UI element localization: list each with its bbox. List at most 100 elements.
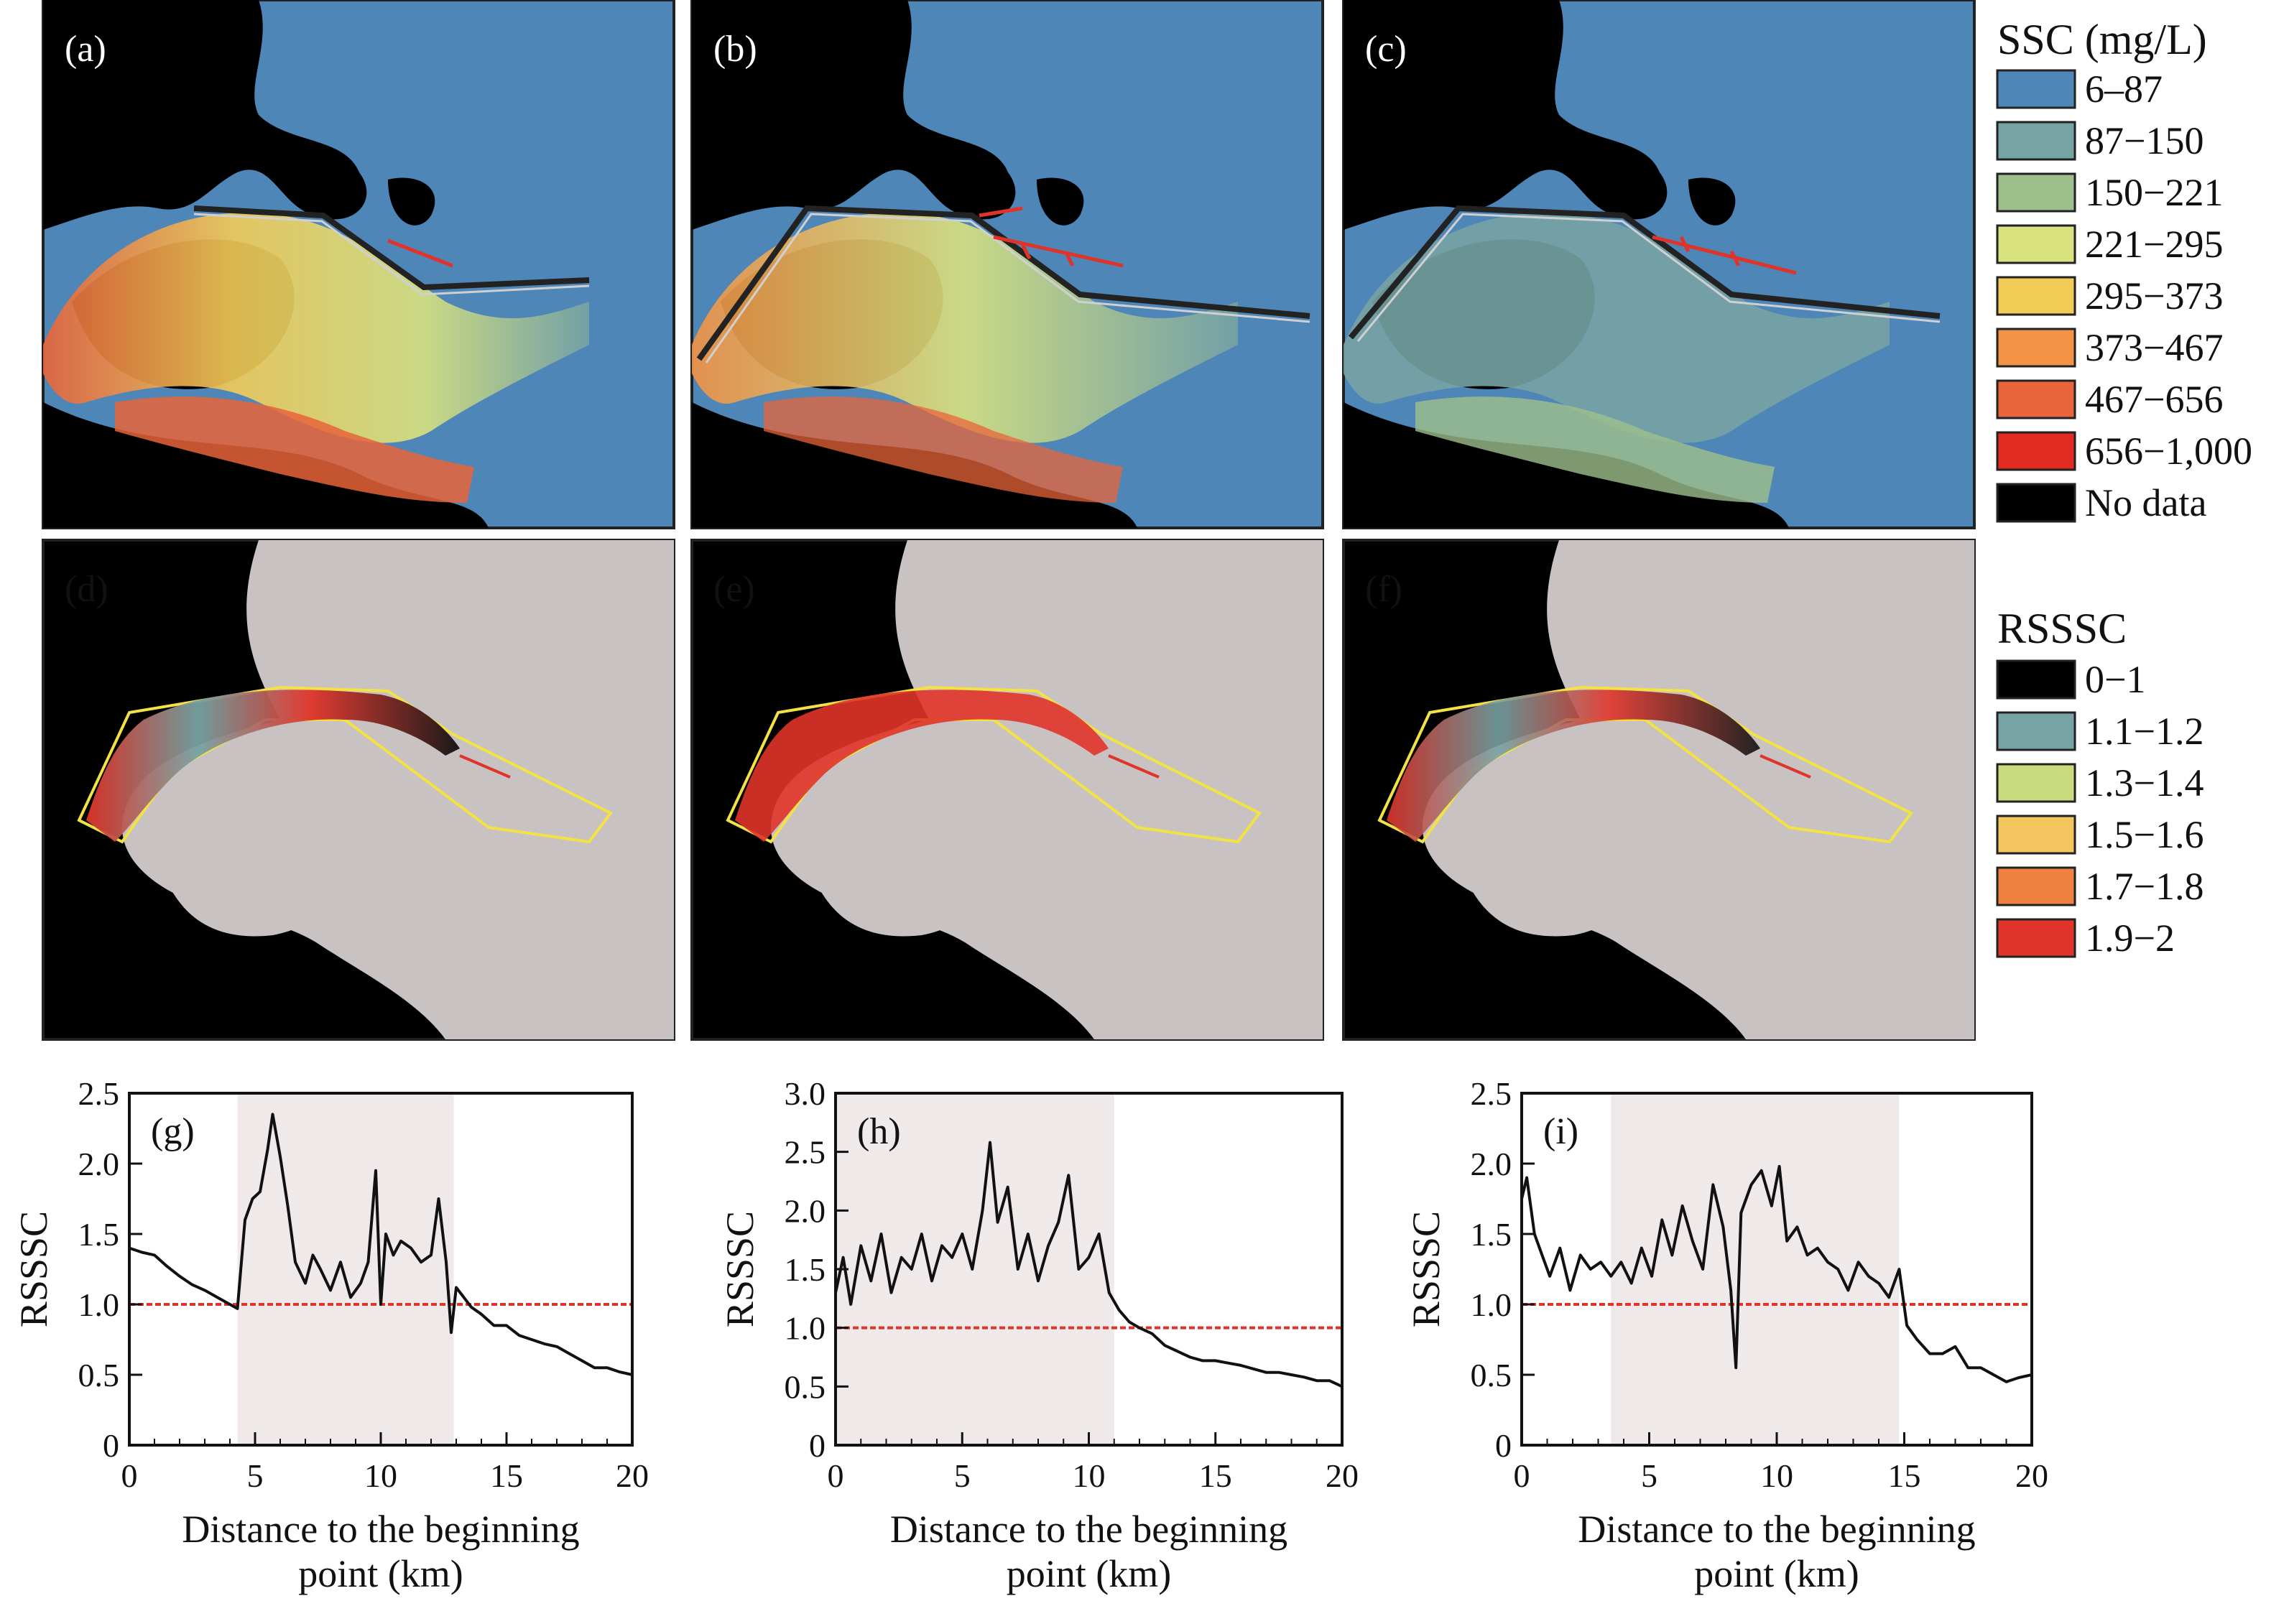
- y-tick-label: 0: [1495, 1427, 1512, 1464]
- y-tick-label: 0: [103, 1427, 119, 1464]
- gray-land-island: [151, 787, 359, 937]
- rsssc-legend-items: 0−1 1.1−1.2 1.3−1.4 1.5−1.6 1.7−1.8 1.9−2: [1996, 658, 2204, 960]
- map-panel-e: (e): [690, 539, 1324, 1041]
- chart-panel-label: (g): [151, 1111, 195, 1152]
- rsssc-band: [735, 690, 1109, 842]
- legend-swatch: [1996, 69, 2076, 109]
- y-axis-label: RSSSC: [12, 1211, 55, 1327]
- study-polygon: [1377, 685, 1914, 844]
- land-mass: [43, 0, 367, 230]
- x-tick-label: 15: [1199, 1457, 1232, 1494]
- x-axis-label: Distance to the beginning: [1578, 1508, 1975, 1551]
- land-islet: [388, 177, 435, 226]
- legend-swatch: [1996, 431, 2076, 471]
- series-line: [129, 1113, 633, 1376]
- jetty: [1108, 754, 1160, 779]
- x-axis-label: point (km): [1007, 1552, 1171, 1595]
- y-tick-label: 0.5: [78, 1357, 120, 1393]
- panel-label: (e): [713, 569, 755, 610]
- legend-swatch: [1996, 224, 2076, 264]
- legend-label: 467−656: [2085, 378, 2223, 421]
- legend-label: 1.9−2: [2085, 917, 2175, 960]
- legend-label: No data: [2085, 481, 2206, 524]
- y-tick-label: 2.5: [785, 1134, 826, 1171]
- y-tick-label: 2.5: [78, 1075, 120, 1112]
- legend-swatch: [1996, 711, 2076, 751]
- x-tick-label: 20: [616, 1457, 649, 1494]
- legend-label: 0−1: [2085, 658, 2145, 701]
- legend-label: 6–87: [2085, 68, 2163, 111]
- legend-swatch: [1996, 659, 2076, 700]
- turbid-channel: [43, 213, 589, 443]
- x-tick-label: 10: [1760, 1457, 1793, 1494]
- x-tick-label: 5: [954, 1457, 971, 1494]
- legend-swatch: [1996, 815, 2076, 855]
- navigation-channel: [193, 205, 590, 291]
- shaded-region: [836, 1093, 1114, 1445]
- jetty: [979, 206, 1124, 268]
- legend-label: 1.3−1.4: [2085, 761, 2204, 804]
- panel-label: (a): [65, 29, 106, 70]
- map-panel-c: (c): [1342, 0, 1976, 529]
- y-tick-label: 1.5: [1471, 1216, 1512, 1253]
- chart-i: 0 5 10 15 20 0 0.5 1.0 1.5 2.0 2.5 (i) RSSSC Distance…: [1405, 1075, 2048, 1595]
- legend-swatch: [1996, 328, 2076, 368]
- study-polygon: [77, 685, 614, 844]
- ssc-legend-items: 6–87 87−150 150−221 221−295 295−373 373−467 46…: [1996, 68, 2252, 524]
- x-tick-label: 0: [1514, 1457, 1530, 1494]
- x-tick-label: 0: [121, 1457, 138, 1494]
- x-axis-label: Distance to the beginning: [182, 1508, 579, 1551]
- legend-label: 295−373: [2085, 274, 2223, 317]
- chart-panel-label: (h): [857, 1111, 901, 1152]
- chart-panel-label: (i): [1543, 1111, 1578, 1152]
- legend-label: 87−150: [2085, 119, 2204, 162]
- y-tick-label: 2.0: [1471, 1146, 1512, 1182]
- legend-label: 1.5−1.6: [2085, 813, 2204, 856]
- x-tick-label: 20: [1326, 1457, 1359, 1494]
- rsssc-legend: RSSSC 0−1 1.1−1.2 1.3−1.4 1.5−1.6 1.7−1.8 1.9…: [1996, 605, 2204, 960]
- x-tick-label: 0: [828, 1457, 844, 1494]
- y-tick-label: 2.5: [1471, 1075, 1512, 1112]
- land-mass: [1344, 0, 1668, 230]
- turbid-channel: [692, 213, 1238, 443]
- rsssc-band: [86, 690, 460, 842]
- legend-swatch: [1996, 379, 2076, 419]
- y-axis-label: RSSSC: [1405, 1211, 1448, 1327]
- legend-swatch: [1996, 121, 2076, 161]
- navigation-channel: [696, 205, 1310, 361]
- land-mass: [692, 0, 1016, 230]
- y-tick-label: 2.0: [785, 1192, 826, 1229]
- legend-label: 373−467: [2085, 326, 2223, 369]
- legend-title: SSC (mg/L): [1997, 16, 2207, 63]
- shaded-region: [237, 1093, 454, 1445]
- series-line: [834, 1141, 1343, 1388]
- panel-label: (c): [1365, 29, 1407, 70]
- legend-swatch: [1996, 172, 2076, 213]
- legend-label: 221−295: [2085, 223, 2223, 266]
- x-axis-label: point (km): [1694, 1552, 1859, 1595]
- x-tick-label: 5: [247, 1457, 264, 1494]
- y-tick-label: 1.0: [1471, 1286, 1512, 1323]
- turbid-south: [1415, 396, 1775, 503]
- legend-label: 150−221: [2085, 171, 2223, 214]
- x-tick-label: 5: [1641, 1457, 1657, 1494]
- shaded-region: [1611, 1093, 1900, 1445]
- turbid-south: [115, 396, 474, 503]
- legend-swatch: [1996, 918, 2076, 958]
- panel-label: (f): [1365, 569, 1402, 610]
- y-tick-label: 1.0: [78, 1286, 120, 1323]
- panel-label: (b): [713, 29, 757, 70]
- legend-swatch: [1996, 866, 2076, 906]
- panel-label: (d): [65, 569, 108, 610]
- series-line: [1520, 1164, 2033, 1383]
- legend-label: 1.1−1.2: [2085, 710, 2204, 753]
- legend-title: RSSSC: [1997, 605, 2127, 652]
- legend-swatch: [1996, 483, 2076, 523]
- rsssc-band: [1387, 690, 1760, 842]
- jetty: [1759, 754, 1811, 779]
- turbid-south: [764, 396, 1123, 503]
- y-tick-label: 2.0: [78, 1146, 120, 1182]
- land-islet: [1688, 177, 1736, 226]
- x-tick-label: 20: [2015, 1457, 2048, 1494]
